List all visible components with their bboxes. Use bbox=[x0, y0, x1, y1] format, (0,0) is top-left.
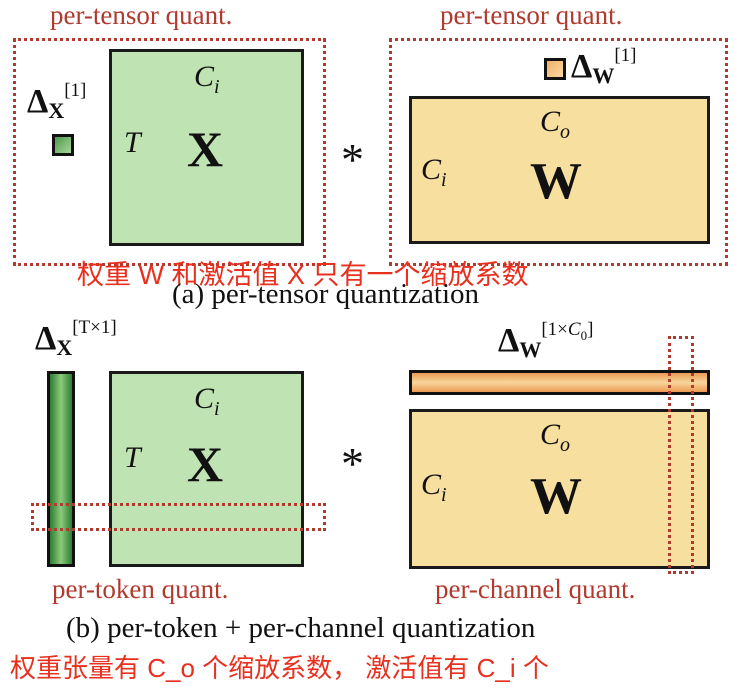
matrix-w-a-row-label: Ci bbox=[421, 153, 447, 191]
matrix-w-b bbox=[409, 409, 710, 569]
delta-w-channel-scale-vector bbox=[409, 370, 710, 395]
per-tensor-region-w bbox=[389, 38, 728, 266]
delta-x-scale-label-b: ΔX[T×1] bbox=[35, 317, 117, 360]
multiply-operator-a: * bbox=[341, 134, 364, 185]
per-tensor-quant-label-left: per-tensor quant. bbox=[50, 0, 233, 30]
matrix-w-a-col-label: Co bbox=[540, 105, 571, 143]
multiply-operator-b: * bbox=[341, 438, 364, 489]
matrix-x-b-col-label: Ci bbox=[194, 382, 220, 420]
matrix-w-a-name: W bbox=[530, 153, 582, 210]
per-tensor-quant-label-right: per-tensor quant. bbox=[440, 0, 623, 30]
matrix-x-a-row-label: T bbox=[124, 126, 141, 159]
matrix-w-a bbox=[409, 96, 710, 244]
per-channel-column-highlight bbox=[668, 336, 694, 574]
delta-x-token-scale-vector bbox=[47, 371, 75, 567]
matrix-w-b-name: W bbox=[530, 468, 582, 525]
matrix-w-b-col-label: Co bbox=[540, 418, 571, 456]
matrix-x-b bbox=[109, 371, 304, 567]
matrix-x-b-name: X bbox=[187, 436, 224, 492]
annotation-cn-b: 权重张量有 C_o 个缩放系数， 激活值有 C_i 个 bbox=[10, 653, 549, 683]
matrix-x-a-col-label: Ci bbox=[194, 60, 220, 98]
delta-w-scalar-cell-a bbox=[544, 58, 566, 80]
matrix-w-b-row-label: Ci bbox=[421, 468, 447, 506]
matrix-x-b-row-label: T bbox=[124, 441, 141, 474]
per-token-row-highlight bbox=[31, 503, 326, 531]
per-channel-quant-label: per-channel quant. bbox=[435, 574, 636, 604]
caption-b: (b) per-token + per-channel quantization bbox=[66, 612, 536, 644]
annotation-cn-a: 权重 W 和激活值 X 只有一个缩放系数 bbox=[77, 260, 529, 290]
matrix-x-a-name: X bbox=[187, 121, 224, 177]
per-token-quant-label: per-token quant. bbox=[52, 574, 229, 604]
per-tensor-region-x bbox=[13, 38, 326, 266]
delta-x-scalar-cell-a bbox=[52, 134, 74, 156]
delta-w-scale-label-b: ΔW[1×C0] bbox=[498, 319, 594, 362]
matrix-x-a bbox=[109, 49, 304, 246]
delta-w-scale-label-a: ΔW[1] bbox=[571, 45, 637, 88]
caption-a: (a) per-tensor quantization bbox=[172, 278, 480, 310]
delta-x-scale-label-a: ΔX[1] bbox=[27, 80, 87, 123]
